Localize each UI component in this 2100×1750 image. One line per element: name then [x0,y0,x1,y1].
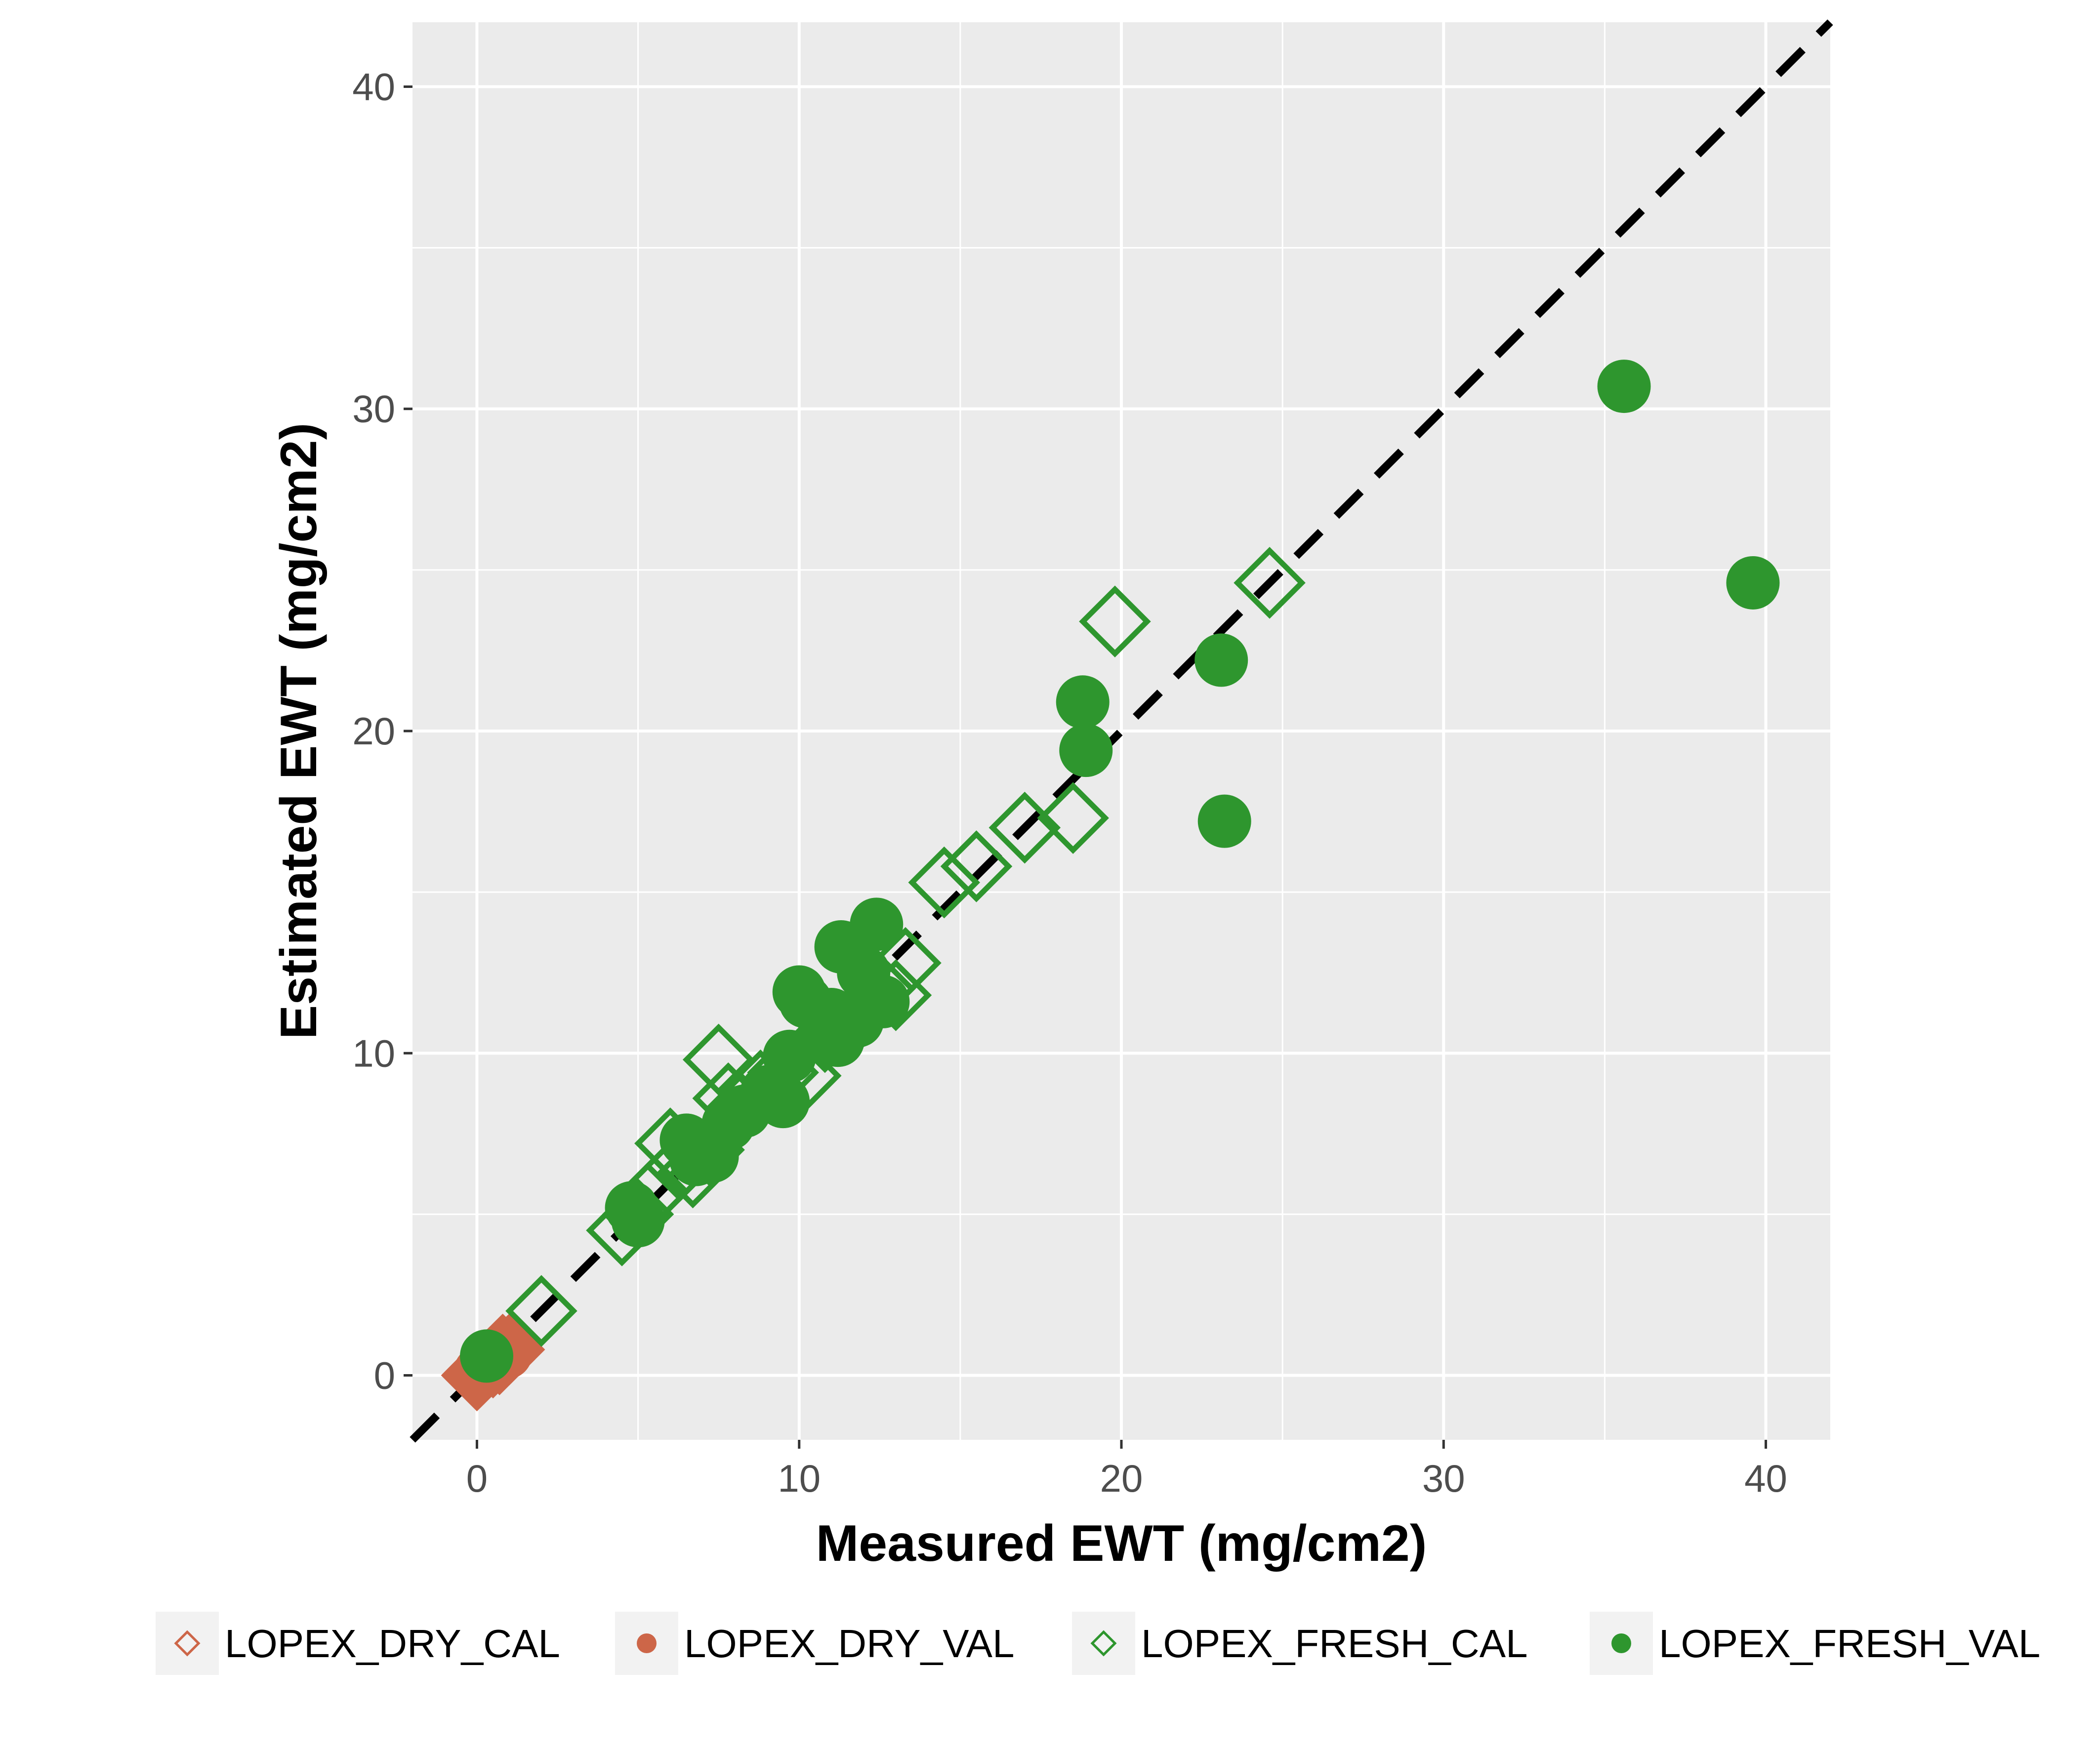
data-point [1197,794,1251,848]
legend-item: LOPEX_FRESH_CAL [1072,1612,1528,1675]
data-point [1059,724,1113,777]
x-tick-label: 30 [1422,1457,1465,1500]
axis-layer: 0 10 20 30 40 0 10 20 30 40 [352,65,1787,1500]
data-point [850,897,904,951]
legend: LOPEX_DRY_CAL LOPEX_DRY_VAL LOPEX_FRESH_CA… [156,1612,2040,1675]
y-tick-label: 30 [352,387,395,431]
data-point [460,1329,514,1383]
legend-label: LOPEX_FRESH_CAL [1141,1622,1528,1666]
legend-label: LOPEX_DRY_CAL [225,1622,560,1666]
legend-label: LOPEX_FRESH_VAL [1659,1622,2040,1666]
data-point [940,830,1013,902]
data-point [1079,585,1151,658]
legend-key [156,1612,219,1675]
data-point [1597,360,1651,413]
y-tick-label: 0 [374,1354,395,1397]
reference-line-layer [410,19,1833,1443]
legend-marker [1611,1633,1631,1653]
grid-lines [412,22,1830,1440]
x-axis-title: Measured EWT (mg/cm2) [816,1515,1427,1572]
data-point [1194,633,1248,687]
data-point [1037,782,1109,854]
x-tick-label: 20 [1100,1457,1143,1500]
legend-item: LOPEX_FRESH_VAL [1590,1612,2040,1675]
data-point [611,1194,665,1248]
data-point [682,1023,755,1096]
series-lopex-fresh-val [460,360,1780,1383]
legend-item: LOPEX_DRY_VAL [615,1612,1015,1675]
data-point [756,1075,810,1129]
legend-marker [1090,1630,1117,1657]
x-tick-label: 40 [1744,1457,1787,1500]
data-point [908,846,981,919]
y-tick-label: 20 [352,709,395,753]
legend-label: LOPEX_DRY_VAL [684,1622,1015,1666]
legend-marker [637,1633,657,1653]
data-point [988,791,1061,864]
data-point [1726,556,1780,610]
data-points [441,360,1780,1412]
data-point [1234,547,1306,619]
x-tick-label: 0 [466,1457,488,1500]
data-point [856,975,910,1028]
data-point [505,1275,577,1347]
legend-item: LOPEX_DRY_CAL [156,1612,560,1675]
y-axis-title: Estimated EWT (mg/cm2) [270,423,328,1039]
y-tick-label: 40 [352,65,395,108]
reference-line-1to1 [410,19,1833,1443]
legend-key [1072,1612,1135,1675]
y-tick-label: 10 [352,1031,395,1075]
x-tick-label: 10 [778,1457,821,1500]
legend-marker [174,1630,201,1657]
data-point [763,1029,817,1083]
data-point [1056,675,1110,729]
